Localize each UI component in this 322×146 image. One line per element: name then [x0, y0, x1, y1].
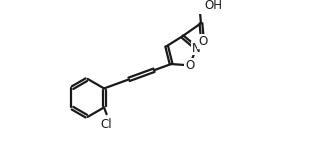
Text: Cl: Cl [101, 118, 112, 131]
Text: O: O [185, 59, 194, 72]
Text: O: O [198, 35, 207, 48]
Text: OH: OH [204, 0, 222, 12]
Text: N: N [192, 42, 201, 55]
